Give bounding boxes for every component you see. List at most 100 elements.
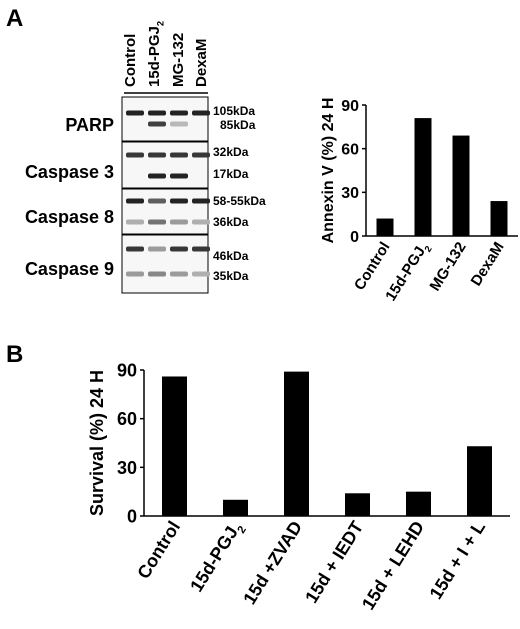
panel-a-letter: A xyxy=(6,5,23,32)
label-text: MG-132 xyxy=(427,239,470,294)
blot-band xyxy=(126,246,144,252)
blot-band xyxy=(126,110,144,116)
blot-membrane xyxy=(121,96,209,142)
blot-band xyxy=(126,271,144,277)
blot-band xyxy=(148,152,166,158)
x-category-label: 15d +ZVAD xyxy=(239,518,306,608)
blot-band xyxy=(148,246,166,252)
blot-band xyxy=(192,110,210,116)
blot-band xyxy=(170,173,188,179)
blot-band xyxy=(170,246,188,252)
kda-marker: 105kDa xyxy=(213,104,255,118)
kda-marker: 35kDa xyxy=(213,269,249,283)
blot-band xyxy=(192,246,210,252)
y-tick-label: 90 xyxy=(117,360,137,380)
bar xyxy=(376,218,394,236)
bar xyxy=(452,135,470,236)
panel-b-letter: B xyxy=(6,341,23,368)
label-text: 15d + I + L xyxy=(426,518,490,603)
blot-band xyxy=(192,198,210,204)
label-text: 15d + IEDT xyxy=(301,518,367,607)
bar xyxy=(490,201,508,236)
blot-membrane xyxy=(121,234,209,294)
label-text: 15d +ZVAD xyxy=(239,518,306,608)
blot-band xyxy=(192,152,210,158)
bar xyxy=(162,376,187,516)
y-tick-label: 60 xyxy=(341,141,359,158)
x-category-label: Control xyxy=(133,518,184,583)
blot-band xyxy=(148,173,166,179)
label-subscript: 2 xyxy=(235,524,248,536)
lane-label: DexaM xyxy=(193,39,210,87)
blot-band xyxy=(192,271,210,277)
bar xyxy=(284,371,309,516)
x-category-label: 15d-PGJ2 xyxy=(186,518,249,598)
bar xyxy=(406,491,431,516)
x-category-label: 15d + LEHD xyxy=(358,518,428,614)
kda-marker: 58-55kDa xyxy=(213,194,266,208)
lane-label: 15d-PGJ2 xyxy=(146,21,166,87)
blot-band xyxy=(148,110,166,116)
blot-row: Caspase 8 58-55kDa 36kDa xyxy=(25,188,266,235)
blot-membrane xyxy=(121,188,209,235)
label-text: Control xyxy=(351,239,394,293)
blot-band xyxy=(126,198,144,204)
label-text: 15d-PGJ xyxy=(146,26,163,87)
x-category-label: 15d + I + L xyxy=(426,518,490,603)
label-text: MG-132 xyxy=(170,33,187,87)
y-tick-label: 0 xyxy=(127,506,137,526)
lane-label: MG-132 xyxy=(170,33,187,87)
blot-band xyxy=(170,271,188,277)
y-tick-label: 0 xyxy=(350,229,359,246)
kda-marker: 17kDa xyxy=(213,167,249,181)
x-category-label: MG-132 xyxy=(427,239,470,294)
lane-label: Control xyxy=(122,34,139,87)
bar xyxy=(345,493,370,516)
blot-band xyxy=(148,219,166,225)
blot-membrane xyxy=(121,141,209,189)
label-text: 15d + LEHD xyxy=(358,518,428,614)
kda-marker: 46kDa xyxy=(213,249,249,263)
label-text: Control xyxy=(122,34,139,87)
label-subscript: 2 xyxy=(423,244,434,254)
blot-band xyxy=(148,271,166,277)
blot-band xyxy=(148,198,166,204)
blot-band xyxy=(148,121,166,127)
y-axis-label: Annexin V (%) 24 H xyxy=(320,98,337,244)
label-subscript: 2 xyxy=(156,21,166,26)
protein-label: Caspase 8 xyxy=(25,207,114,227)
protein-label: Caspase 9 xyxy=(25,259,114,279)
bar xyxy=(223,499,248,516)
blot-row: Caspase 9 46kDa 35kDa xyxy=(25,234,249,294)
blot-band xyxy=(170,152,188,158)
y-tick-label: 90 xyxy=(341,98,359,115)
label-text: DexaM xyxy=(193,39,210,87)
kda-marker: 36kDa xyxy=(213,215,249,229)
blot-band xyxy=(192,219,210,225)
bar xyxy=(467,446,492,516)
protein-label: PARP xyxy=(65,115,114,135)
x-category-label: 15d + IEDT xyxy=(301,518,367,607)
blot-row: Caspase 3 32kDa 17kDa xyxy=(25,141,249,189)
bar xyxy=(414,118,432,236)
blot-band xyxy=(170,121,188,127)
kda-marker: 85kDa xyxy=(220,118,256,132)
y-tick-label: 30 xyxy=(341,185,359,202)
blot-band xyxy=(126,219,144,225)
blot-band xyxy=(170,219,188,225)
label-text: Control xyxy=(133,518,184,583)
label-text: 15d-PGJ xyxy=(186,523,242,596)
y-tick-label: 60 xyxy=(117,409,137,429)
annexin-chart: 0306090Control15d-PGJ2MG-132DexaMAnnexin… xyxy=(320,98,518,304)
label-text: DexaM xyxy=(468,239,508,289)
y-tick-label: 30 xyxy=(117,458,137,478)
blot-band xyxy=(126,152,144,158)
blot-band xyxy=(170,198,188,204)
protein-label: Caspase 3 xyxy=(25,162,114,182)
